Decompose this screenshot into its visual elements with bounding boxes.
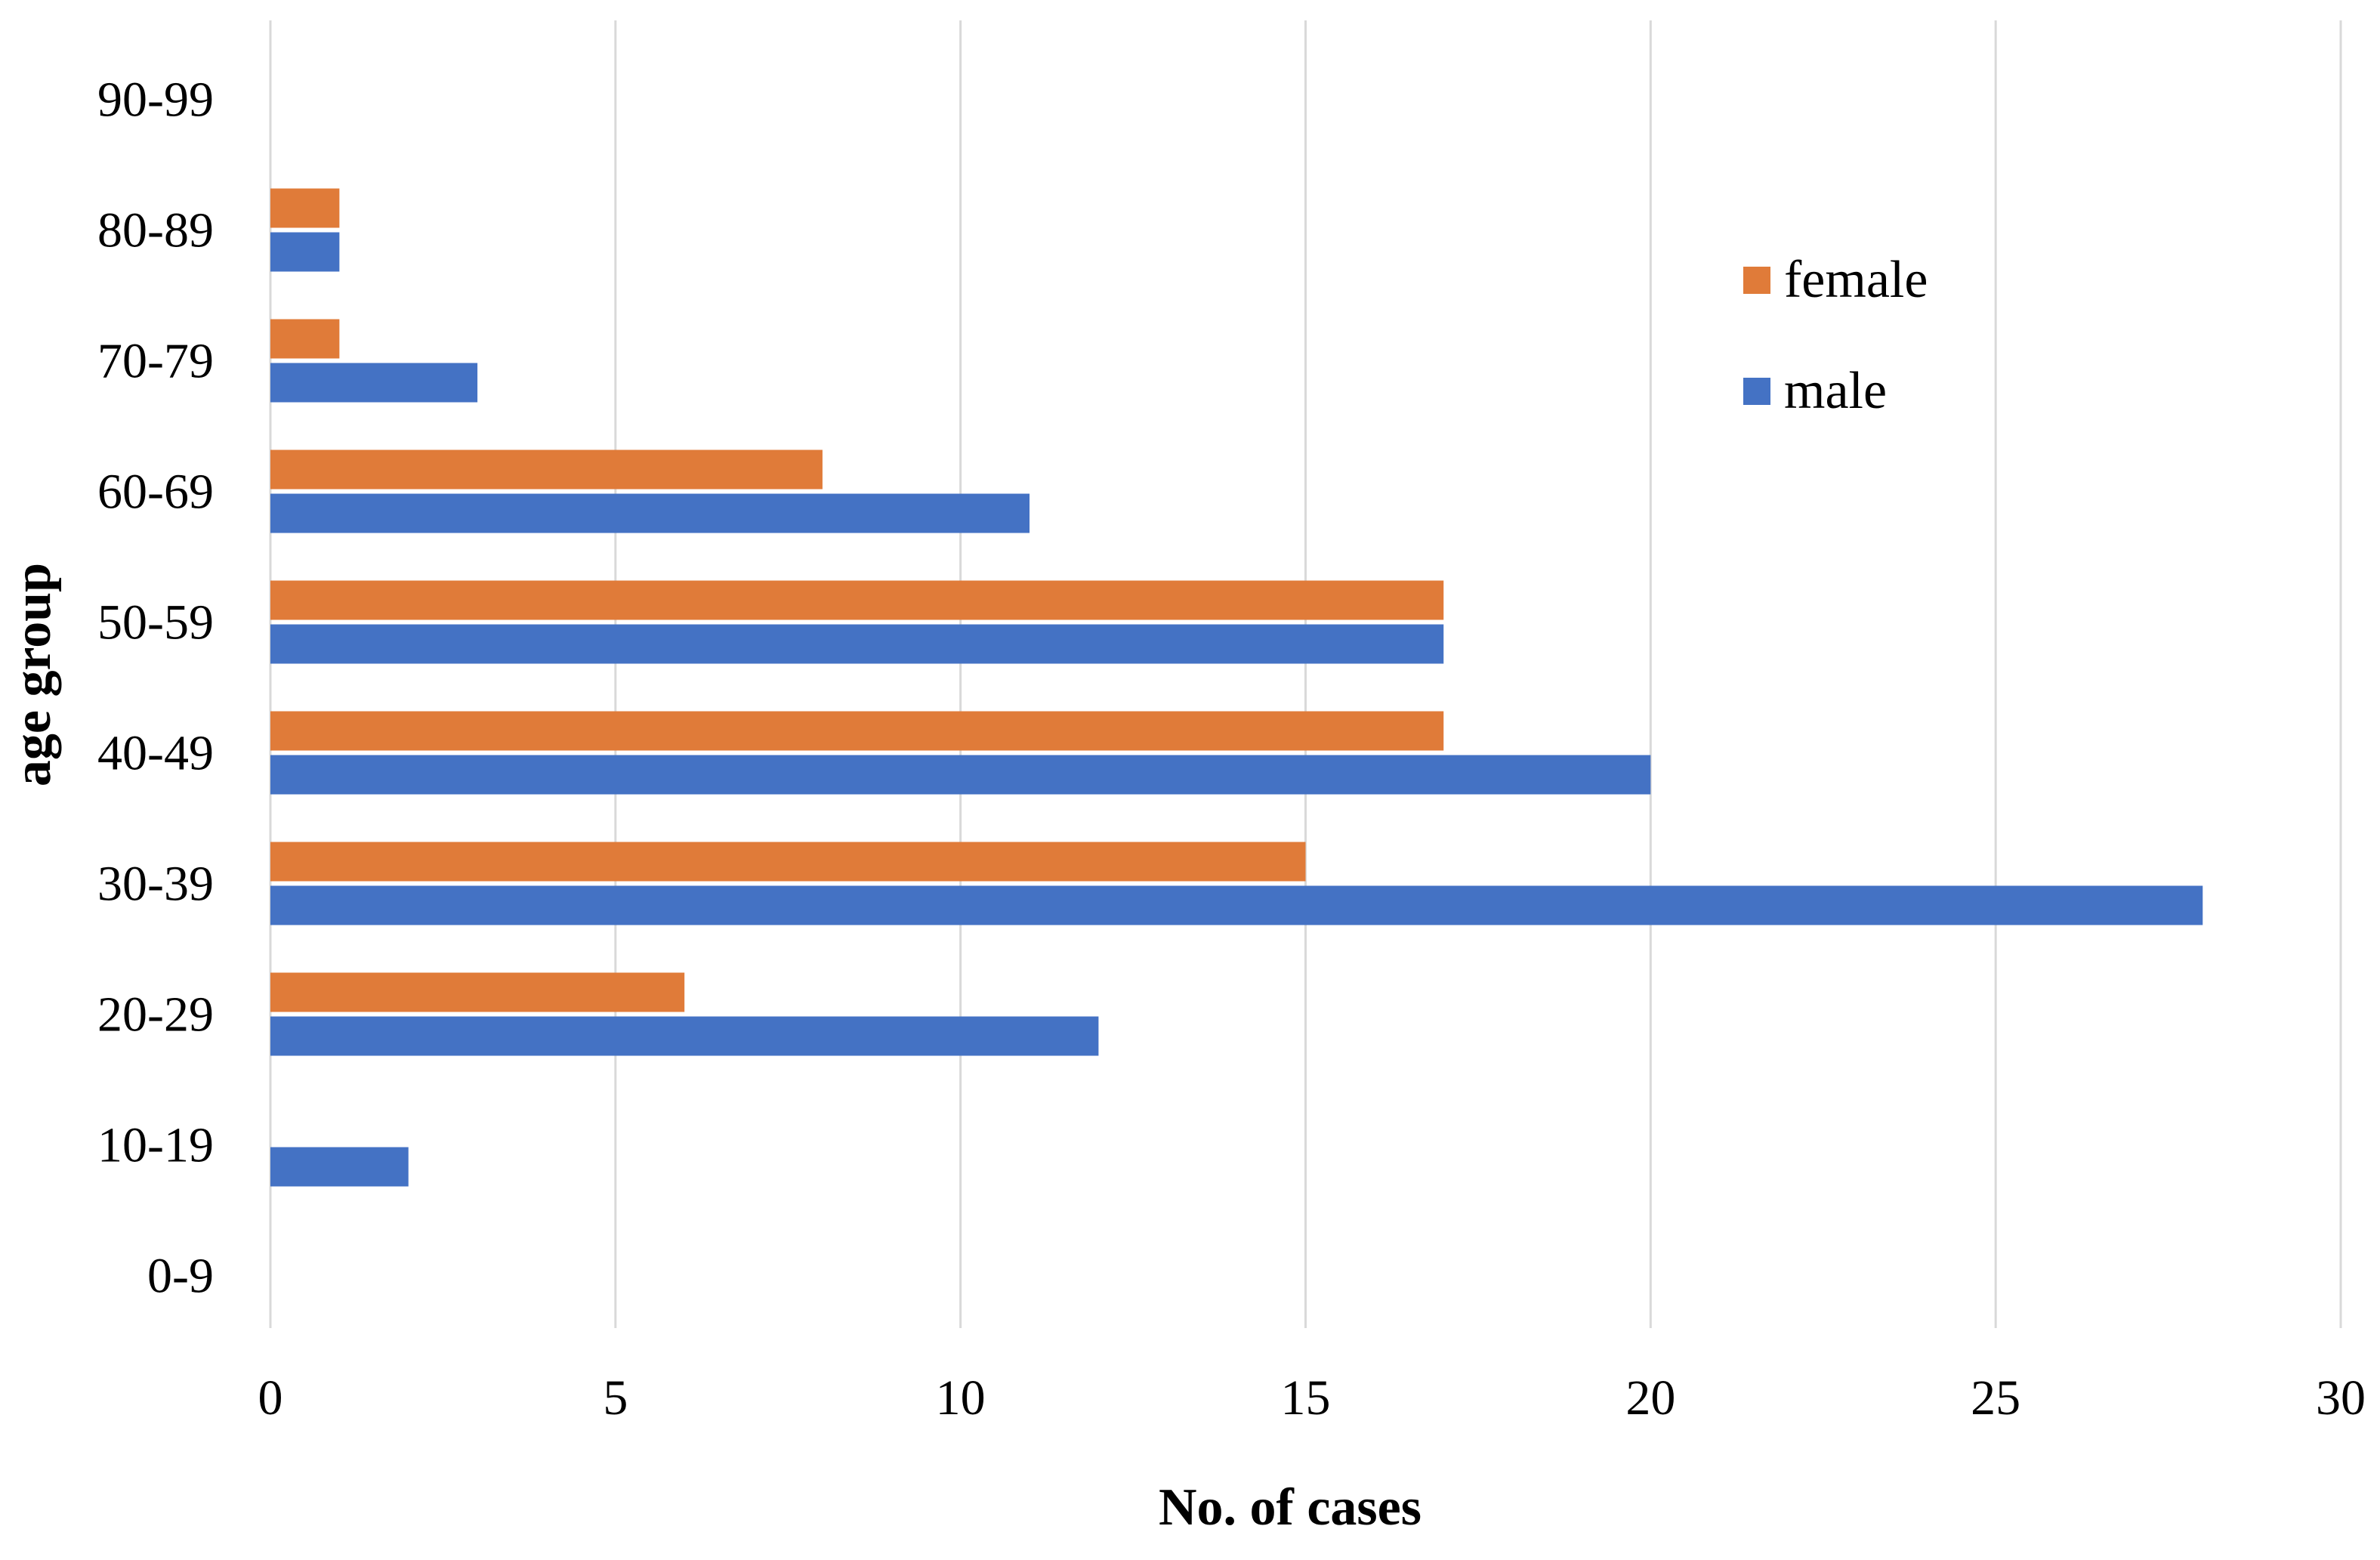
bars bbox=[270, 188, 2203, 1187]
y-tick-label: 50-59 bbox=[97, 595, 214, 650]
legend-swatch-female bbox=[1743, 267, 1770, 294]
bar-male-50-59 bbox=[270, 624, 1444, 664]
x-tick-label: 20 bbox=[1625, 1370, 1675, 1426]
y-tick-label: 80-89 bbox=[97, 203, 214, 258]
y-tick-label: 30-39 bbox=[97, 857, 214, 912]
bar-female-30-39 bbox=[270, 842, 1306, 882]
bar-male-30-39 bbox=[270, 885, 2203, 925]
bar-male-20-29 bbox=[270, 1016, 1099, 1056]
bar-female-20-29 bbox=[270, 972, 685, 1012]
x-tick-label: 5 bbox=[603, 1370, 628, 1426]
bar-female-50-59 bbox=[270, 580, 1444, 620]
legend-swatch-male bbox=[1743, 378, 1770, 405]
bar-male-40-49 bbox=[270, 755, 1651, 795]
legend-label-male: male bbox=[1784, 362, 1887, 420]
grid-lines bbox=[269, 20, 2342, 1328]
x-tick-label: 10 bbox=[936, 1370, 986, 1426]
bar-male-80-89 bbox=[270, 232, 340, 272]
y-axis-title: age group bbox=[4, 563, 62, 786]
x-tick-label: 0 bbox=[258, 1370, 283, 1426]
y-tick-label: 0-9 bbox=[147, 1249, 214, 1304]
x-axis-title: No. of cases bbox=[1159, 1478, 1422, 1537]
bar-female-60-69 bbox=[270, 449, 823, 490]
bar-female-70-79 bbox=[270, 319, 340, 359]
x-tick-labels: 0 5 10 15 20 25 30 bbox=[258, 1370, 2366, 1426]
y-tick-label: 90-99 bbox=[97, 73, 214, 128]
x-tick-label: 25 bbox=[1971, 1370, 2020, 1426]
y-tick-label: 60-69 bbox=[97, 465, 214, 520]
y-tick-label: 20-29 bbox=[97, 987, 214, 1043]
bar-female-80-89 bbox=[270, 188, 340, 228]
y-tick-labels: 0-9 10-19 20-29 30-39 40-49 50-59 60-69 70-79 80… bbox=[97, 73, 214, 1304]
y-tick-label: 40-49 bbox=[97, 726, 214, 781]
x-tick-label: 30 bbox=[2316, 1370, 2366, 1426]
legend: female male bbox=[1743, 251, 1928, 420]
y-tick-label: 70-79 bbox=[97, 334, 214, 389]
y-tick-label: 10-19 bbox=[97, 1118, 214, 1173]
bar-female-40-49 bbox=[270, 711, 1444, 751]
legend-label-female: female bbox=[1784, 251, 1928, 309]
bar-male-10-19 bbox=[270, 1147, 409, 1187]
bar-male-70-79 bbox=[270, 363, 478, 403]
x-tick-label: 15 bbox=[1281, 1370, 1331, 1426]
bar-male-60-69 bbox=[270, 493, 1030, 533]
